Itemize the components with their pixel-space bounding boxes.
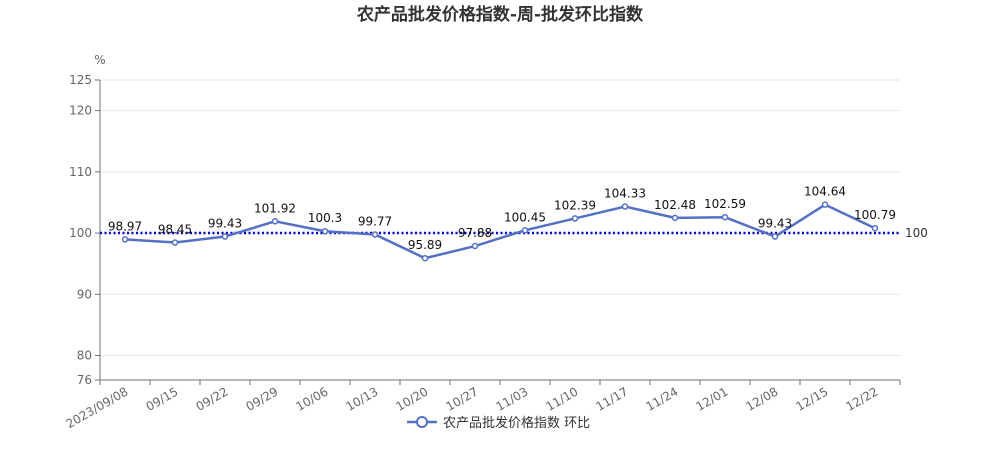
data-label: 102.48	[654, 198, 696, 212]
data-label: 99.43	[208, 217, 242, 231]
data-point	[471, 242, 479, 250]
x-tick-label: 11/17	[594, 384, 631, 413]
data-label: 102.39	[554, 198, 596, 212]
data-label: 100.79	[854, 208, 896, 222]
data-point	[121, 236, 129, 243]
data-point	[621, 203, 629, 210]
data-point	[671, 214, 679, 222]
y-tick-label: 76	[77, 373, 92, 387]
data-label: 104.64	[804, 185, 846, 199]
data-label: 99.77	[358, 214, 392, 228]
series-group	[121, 201, 879, 262]
data-label: 100.45	[504, 210, 546, 224]
data-point	[821, 201, 829, 208]
data-label: 97.88	[458, 226, 492, 240]
x-tick-label: 10/20	[394, 384, 431, 413]
legend-circle-icon	[416, 416, 428, 428]
x-tick-label: 09/15	[144, 384, 181, 413]
data-point	[271, 218, 279, 225]
x-tick-label: 11/24	[644, 384, 681, 413]
y-tick-label: 125	[69, 73, 92, 87]
data-point	[371, 231, 379, 238]
x-tick-label: 2023/09/08	[64, 384, 131, 431]
x-tick-label: 10/27	[444, 384, 481, 413]
data-label: 101.92	[254, 201, 296, 215]
data-label: 98.45	[158, 223, 192, 237]
y-tick-label: 80	[77, 349, 92, 363]
x-tick-label: 12/01	[694, 384, 731, 413]
reference-line-label: 100	[905, 226, 928, 240]
y-tick-label: 110	[69, 165, 92, 179]
data-point	[421, 254, 429, 262]
series-line	[124, 203, 876, 260]
chart-title: 农产品批发价格指数-周-批发环比指数	[356, 4, 644, 25]
y-tick-label: 120	[69, 104, 92, 118]
x-tick-label: 11/10	[544, 384, 581, 413]
legend-label: 农产品批发价格指数 环比	[443, 415, 590, 431]
data-label: 104.33	[604, 187, 646, 201]
x-tick-label: 10/06	[294, 384, 331, 413]
x-tick-label: 12/15	[794, 384, 831, 413]
y-axis-unit: %	[94, 53, 105, 67]
x-tick-label: 09/22	[194, 384, 231, 413]
x-tick-label: 12/22	[844, 384, 881, 413]
y-tick-label: 100	[69, 226, 92, 240]
data-point	[171, 239, 179, 246]
data-point	[221, 233, 229, 240]
data-labels: 98.97 98.45 99.43 101.92 100.3 99.77 95.89 97.8…	[108, 185, 896, 253]
data-point	[521, 227, 529, 234]
data-point	[721, 213, 729, 221]
y-tick-label: 90	[77, 287, 92, 301]
data-label: 102.59	[704, 197, 746, 211]
x-tick-label: 10/13	[344, 384, 381, 413]
axes: 76 80 90 100 110 120 125 2023/09/08 09/15 09/22 09…	[64, 73, 901, 431]
data-label: 98.97	[108, 219, 142, 233]
data-label: 100.3	[308, 211, 342, 225]
x-tick-label: 11/03	[494, 384, 531, 413]
data-point	[321, 227, 329, 235]
x-tick-label: 12/08	[744, 384, 781, 413]
data-point	[871, 224, 879, 232]
data-label: 95.89	[408, 238, 442, 252]
legend[interactable]: 农产品批发价格指数 环比	[407, 415, 590, 431]
data-label: 99.43	[758, 217, 792, 231]
data-point	[771, 233, 779, 240]
data-point	[571, 215, 579, 222]
x-tick-label: 09/29	[244, 384, 281, 413]
